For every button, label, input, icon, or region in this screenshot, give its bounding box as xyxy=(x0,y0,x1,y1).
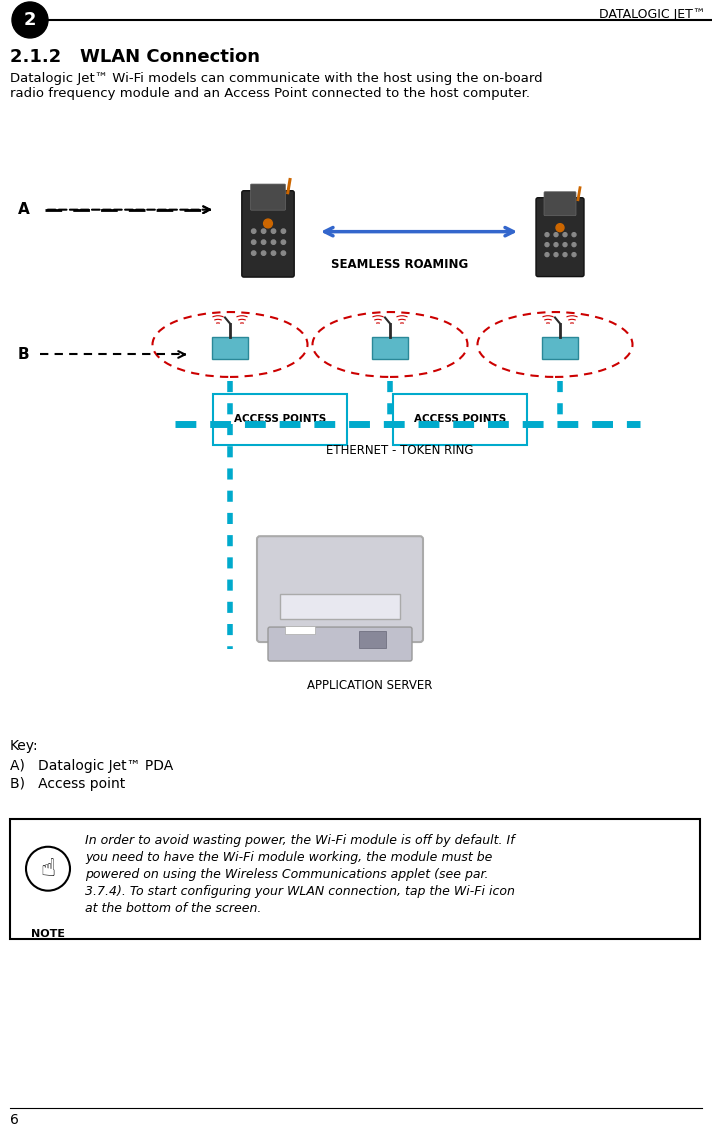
Circle shape xyxy=(263,219,273,227)
Circle shape xyxy=(281,251,286,256)
Text: ACCESS POINTS: ACCESS POINTS xyxy=(234,414,326,424)
Text: B: B xyxy=(18,347,30,362)
Text: 2.1.2   WLAN Connection: 2.1.2 WLAN Connection xyxy=(10,48,260,66)
Circle shape xyxy=(251,240,256,244)
FancyBboxPatch shape xyxy=(242,191,294,277)
Circle shape xyxy=(563,233,567,236)
Circle shape xyxy=(563,243,567,247)
Text: Datalogic Jet™ Wi-Fi models can communicate with the host using the on-board
rad: Datalogic Jet™ Wi-Fi models can communic… xyxy=(10,72,543,100)
Circle shape xyxy=(12,2,48,38)
Circle shape xyxy=(261,240,266,244)
Circle shape xyxy=(572,252,576,257)
Circle shape xyxy=(271,228,276,233)
Circle shape xyxy=(281,228,286,233)
FancyBboxPatch shape xyxy=(251,184,286,210)
Circle shape xyxy=(26,847,70,891)
Text: ☝: ☝ xyxy=(41,856,56,881)
Circle shape xyxy=(545,243,549,247)
FancyBboxPatch shape xyxy=(10,819,700,939)
Text: In order to avoid wasting power, the Wi-Fi module is off by default. If
you need: In order to avoid wasting power, the Wi-… xyxy=(85,834,515,915)
FancyBboxPatch shape xyxy=(285,627,315,634)
Circle shape xyxy=(251,228,256,233)
Text: SEAMLESS ROAMING: SEAMLESS ROAMING xyxy=(331,258,468,270)
Circle shape xyxy=(271,251,276,256)
Text: NOTE: NOTE xyxy=(31,929,65,939)
FancyBboxPatch shape xyxy=(372,337,408,360)
Text: APPLICATION SERVER: APPLICATION SERVER xyxy=(308,679,433,692)
Circle shape xyxy=(261,251,266,256)
Text: ETHERNET - TOKEN RING: ETHERNET - TOKEN RING xyxy=(326,444,473,457)
Text: 2: 2 xyxy=(23,11,36,29)
Text: Key:: Key: xyxy=(10,739,38,753)
Circle shape xyxy=(271,240,276,244)
FancyBboxPatch shape xyxy=(544,192,576,216)
Text: DATALOGIC JET™: DATALOGIC JET™ xyxy=(599,8,705,21)
FancyBboxPatch shape xyxy=(536,198,584,277)
FancyBboxPatch shape xyxy=(359,631,386,648)
Circle shape xyxy=(261,228,266,233)
Text: 6: 6 xyxy=(10,1113,19,1128)
Circle shape xyxy=(545,252,549,257)
FancyBboxPatch shape xyxy=(268,627,412,661)
Text: B)   Access point: B) Access point xyxy=(10,777,125,791)
Circle shape xyxy=(572,243,576,247)
Circle shape xyxy=(554,252,558,257)
Circle shape xyxy=(572,233,576,236)
Text: A)   Datalogic Jet™ PDA: A) Datalogic Jet™ PDA xyxy=(10,759,173,772)
Circle shape xyxy=(554,243,558,247)
Circle shape xyxy=(251,251,256,256)
FancyBboxPatch shape xyxy=(257,536,423,642)
Circle shape xyxy=(281,240,286,244)
FancyBboxPatch shape xyxy=(212,337,248,360)
FancyBboxPatch shape xyxy=(542,337,578,360)
FancyBboxPatch shape xyxy=(280,594,400,619)
Text: A: A xyxy=(18,202,30,217)
Circle shape xyxy=(545,233,549,236)
Circle shape xyxy=(554,233,558,236)
Circle shape xyxy=(556,224,564,232)
Text: ACCESS POINTS: ACCESS POINTS xyxy=(414,414,506,424)
Circle shape xyxy=(563,252,567,257)
